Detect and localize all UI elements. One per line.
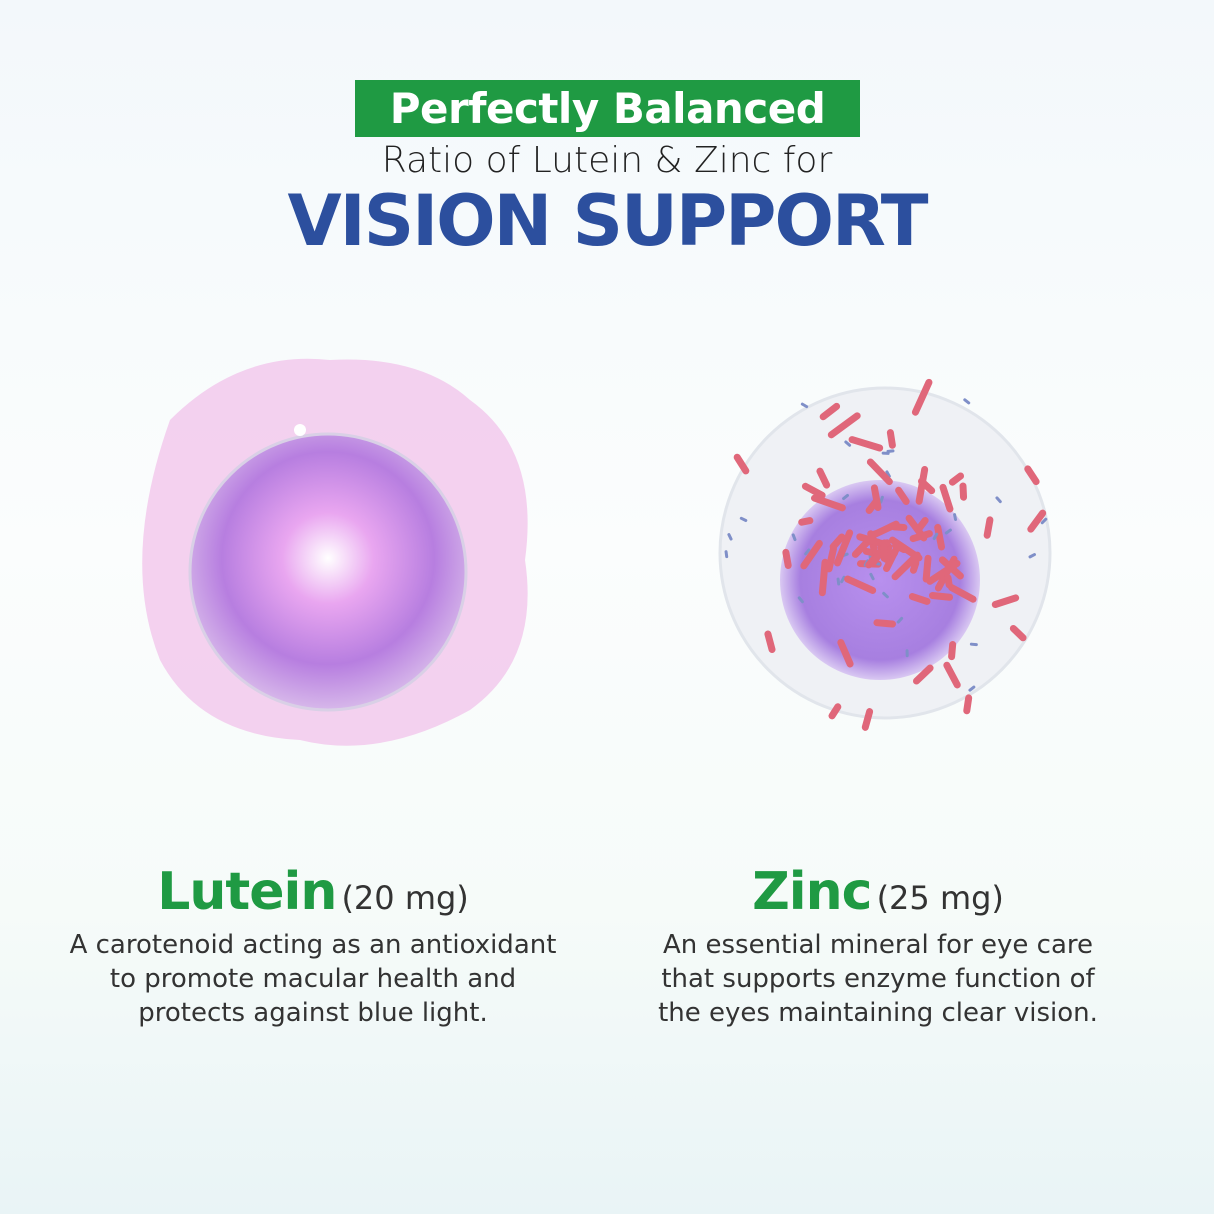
particle (963, 398, 971, 405)
particle (873, 619, 896, 628)
particle (912, 664, 934, 685)
particle (922, 554, 932, 583)
particle (798, 517, 814, 526)
particle (819, 402, 841, 421)
particle (848, 436, 884, 452)
particle (800, 402, 809, 409)
particle (842, 493, 849, 501)
particle (995, 496, 1002, 504)
particle (911, 378, 933, 416)
particle (727, 533, 733, 541)
ingredient-name: Zinc (752, 862, 872, 922)
particle (828, 703, 842, 720)
particle (943, 661, 961, 689)
particle (895, 486, 910, 505)
particle (983, 516, 994, 539)
headline-title: VISION SUPPORT (287, 180, 928, 262)
ingredient-name: Lutein (157, 862, 337, 922)
particle (915, 465, 929, 505)
particle (948, 641, 957, 661)
particle (934, 523, 946, 551)
particle (944, 574, 953, 589)
particle (811, 494, 846, 512)
particle (948, 472, 965, 486)
particle (791, 533, 797, 542)
zinc-info: Zinc (25 mg) An essential mineral for ey… (643, 862, 1113, 1030)
particle (1040, 517, 1048, 525)
particle (991, 594, 1020, 609)
particle (804, 548, 811, 556)
ingredient-dose: (25 mg) (876, 879, 1004, 917)
particle (724, 550, 729, 559)
particle (879, 495, 884, 504)
particle (844, 440, 852, 447)
ingredient-dose: (20 mg) (341, 879, 469, 917)
particle (963, 694, 973, 715)
particle (959, 482, 968, 501)
particle (896, 616, 904, 624)
particle (866, 458, 893, 486)
particle (891, 551, 921, 581)
particle (1027, 509, 1047, 533)
particle (886, 429, 896, 449)
particle (782, 548, 792, 569)
particle (886, 449, 895, 453)
particle (797, 596, 804, 604)
ingredient-description: An essential mineral for eye care that s… (658, 930, 1098, 1028)
particle (1028, 553, 1036, 559)
particle (870, 484, 882, 512)
particle (1009, 624, 1027, 642)
particle (944, 528, 952, 535)
particle (953, 513, 958, 522)
headline-badge: Perfectly Balanced (355, 80, 860, 137)
particle (836, 577, 841, 586)
lutein-info: Lutein (20 mg) A carotenoid acting as an… (53, 862, 573, 1030)
ingredient-description: A carotenoid acting as an antioxidant to… (69, 930, 557, 1028)
particle (892, 542, 908, 554)
particle (891, 523, 908, 531)
particle (905, 649, 909, 658)
particle (844, 575, 877, 594)
particle (908, 593, 931, 605)
particle (739, 516, 748, 523)
particle (885, 470, 891, 478)
particle (764, 630, 776, 653)
particle (926, 559, 961, 585)
zinc-cell-illustration (718, 378, 1052, 731)
particle (880, 539, 888, 562)
particle (733, 453, 750, 475)
particle (840, 575, 846, 584)
lutein-cell-illustration (142, 358, 528, 746)
particle (833, 529, 854, 567)
particle (939, 483, 954, 513)
particle (929, 592, 954, 601)
particle (932, 532, 939, 541)
particle (969, 642, 978, 647)
particle (948, 584, 977, 603)
particle (801, 482, 826, 499)
particle (882, 591, 889, 599)
particle (861, 708, 874, 731)
particle (800, 539, 823, 570)
particle (869, 572, 875, 581)
particle (827, 412, 861, 439)
particle (905, 514, 928, 542)
particle (837, 638, 854, 668)
particle (825, 545, 837, 573)
particle (1024, 465, 1040, 486)
particle (968, 685, 976, 692)
headline-subtitle: Ratio of Lutein & Zinc for (381, 140, 833, 181)
particle (816, 467, 831, 489)
particle (856, 533, 882, 546)
particle (883, 542, 902, 573)
